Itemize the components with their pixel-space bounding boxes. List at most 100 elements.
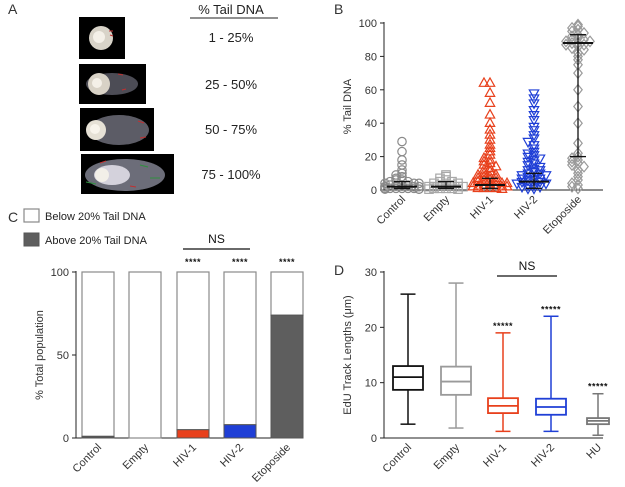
panel-c-significance-label: **** xyxy=(185,257,201,267)
panel-c-bar-below xyxy=(81,271,115,437)
panel-b-point xyxy=(573,150,583,163)
panel-c-bar-below xyxy=(270,271,304,316)
panel-b-category-label: Etoposide xyxy=(541,194,584,237)
comet-image-4 xyxy=(81,154,174,194)
panel-d-significance-label: ***** xyxy=(541,304,561,314)
range-label-4: 75 - 100% xyxy=(201,167,261,182)
panel-b-point xyxy=(380,184,390,194)
panel-b-point xyxy=(579,43,589,56)
panel-b-point xyxy=(579,26,589,40)
panel-d-category-label: Control xyxy=(381,442,415,476)
panel-d-category-label: HIV-1 xyxy=(481,442,509,470)
panel-b-point xyxy=(391,170,401,180)
panel-b-category-label: Empty xyxy=(422,193,453,224)
panel-c-y-tick-label: 100 xyxy=(51,267,69,279)
panel-c-category-label: HIV-1 xyxy=(171,442,199,470)
panel-c-significance-label: **** xyxy=(279,257,295,267)
panel-b-point xyxy=(490,181,502,193)
panel-c-legend-swatch-above xyxy=(23,232,40,247)
panel-b-point xyxy=(478,151,490,163)
panel-b-point xyxy=(579,160,589,173)
panel-b-point xyxy=(528,144,540,155)
panel-b-point xyxy=(567,158,577,172)
panel-b-point xyxy=(397,146,407,157)
panel-b-point xyxy=(522,184,534,195)
panel-b-point xyxy=(567,177,577,190)
panel-c-bar-above xyxy=(176,429,210,439)
panel-d-category-label: HU xyxy=(584,442,604,462)
panel-b-point xyxy=(484,138,496,149)
panel-c-y-axis-title: % Total population xyxy=(34,310,46,400)
panel-c-y-tick-label: 50 xyxy=(57,350,69,362)
panel-c-legend-swatch-below xyxy=(23,208,40,223)
panel-b-y-tick-label: 80 xyxy=(365,51,377,63)
panel-b-point xyxy=(567,155,577,168)
panel-b-point xyxy=(478,76,490,87)
panel-b-point xyxy=(424,184,434,194)
panel-b-point xyxy=(567,180,577,193)
panel-b-point xyxy=(414,178,424,189)
panel-b-point xyxy=(528,89,540,100)
panel-b-category-label: HIV-2 xyxy=(512,194,540,222)
panel-b-y-tick-label: 100 xyxy=(359,18,377,30)
panel-b-point xyxy=(511,179,523,190)
panel-b-point xyxy=(490,171,502,183)
panel-b-y-tick-label: 40 xyxy=(365,118,377,130)
panel-b-point xyxy=(528,111,540,122)
panel-c-bar-above xyxy=(81,435,115,439)
panel-c-ns-label: NS xyxy=(208,232,225,246)
panel-b-point xyxy=(472,168,484,179)
panel-c-bar-below xyxy=(176,271,210,431)
panel-c-bar-below xyxy=(128,271,162,439)
panel-b-point xyxy=(484,76,496,87)
panel-b-point xyxy=(528,99,540,110)
panel-b-point xyxy=(528,131,540,142)
panel-b-point xyxy=(484,141,496,153)
panel-d-significance-label: ***** xyxy=(493,321,513,331)
panel-d-y-tick-label: 20 xyxy=(365,322,377,334)
panel-b-point xyxy=(573,167,583,180)
panel-b-label: B xyxy=(334,1,343,17)
panel-b-y-tick-label: 0 xyxy=(371,185,377,197)
panel-b-point xyxy=(528,122,540,133)
panel-c-category-label: Control xyxy=(71,442,105,476)
panel-b-point xyxy=(573,173,583,187)
panel-c-category-label: Empty xyxy=(121,441,152,472)
panel-d-y-axis-title: EdU Track Lengths (μm) xyxy=(342,295,354,414)
panel-b-point xyxy=(567,25,577,38)
panel-b-point xyxy=(478,181,490,193)
comet-image-3 xyxy=(80,108,154,151)
panel-d-category-label: Empty xyxy=(432,441,463,472)
panel-c-category-label: HIV-2 xyxy=(218,442,246,470)
panel-b-y-tick-label: 60 xyxy=(365,85,377,97)
panel-b-point xyxy=(467,176,479,188)
panel-b-point xyxy=(573,20,583,33)
panel-c-bar-above xyxy=(270,314,304,439)
panel-b-y-axis-title: % Tail DNA xyxy=(342,78,354,134)
panel-d-category-label: HIV-2 xyxy=(529,442,557,470)
panel-b-point xyxy=(478,163,490,174)
panel-b-point xyxy=(397,165,407,175)
panel-a-label: A xyxy=(8,1,18,17)
panel-b-point xyxy=(573,182,583,195)
panel-b-point xyxy=(484,123,496,134)
panel-b-category-label: HIV-1 xyxy=(468,194,496,222)
panel-b-scatter-chart: 0 20 40 60 80 100 % Tail DNA Control Empty HIV-1 H… xyxy=(342,18,603,237)
range-label-2: 25 - 50% xyxy=(205,77,257,92)
range-label-3: 50 - 75% xyxy=(205,122,257,137)
panel-b-point xyxy=(397,136,407,147)
panel-b-point xyxy=(573,178,583,192)
panel-b-point xyxy=(567,33,577,46)
panel-b-point xyxy=(528,94,540,105)
panel-c-legend-label-below: Below 20% Tail DNA xyxy=(45,211,146,223)
panel-d-significance-label: ***** xyxy=(588,382,608,392)
comet-image-2 xyxy=(79,64,146,104)
panel-b-point xyxy=(397,160,407,170)
panel-d-y-tick-label: 0 xyxy=(371,433,377,445)
panel-b-y-tick-label: 20 xyxy=(365,152,377,164)
panel-c-significance-label: **** xyxy=(232,257,248,267)
panel-b-point xyxy=(453,184,463,194)
panel-b-point xyxy=(567,36,577,50)
panel-b-point xyxy=(484,181,496,193)
